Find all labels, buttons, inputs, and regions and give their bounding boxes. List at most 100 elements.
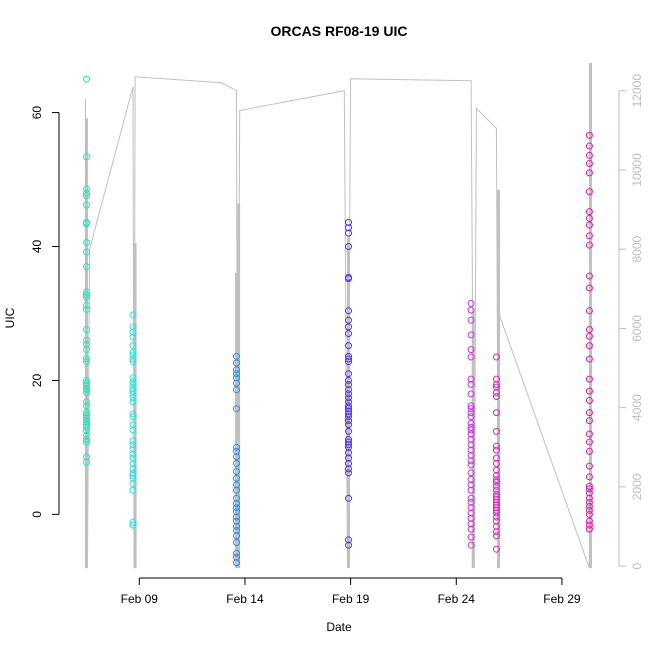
data-point: [492, 522, 500, 530]
data-point: [129, 469, 137, 477]
data-point: [129, 486, 137, 494]
data-point: [585, 473, 593, 481]
data-point: [492, 498, 500, 506]
data-point: [585, 447, 593, 455]
data-point: [82, 238, 90, 246]
data-point: [345, 413, 353, 421]
data-point: [129, 480, 137, 488]
data-point: [492, 383, 500, 391]
data-point: [585, 409, 593, 417]
data-point: [345, 536, 353, 544]
data-point: [492, 490, 500, 498]
altitude-trace-layer: [84, 62, 592, 569]
data-point: [585, 151, 593, 159]
data-point: [82, 340, 90, 348]
data-point: [345, 394, 353, 402]
x-tick-label: Feb 14: [226, 592, 264, 606]
data-point: [467, 514, 475, 522]
data-point: [82, 382, 90, 390]
data-point: [345, 352, 353, 360]
x-tick-label: Feb 09: [121, 592, 159, 606]
data-point: [82, 438, 90, 446]
data-point: [585, 521, 593, 529]
data-point: [585, 342, 593, 350]
data-point: [345, 421, 353, 429]
data-point: [345, 243, 353, 251]
y-tick-label: 40: [30, 240, 44, 254]
data-point: [129, 454, 137, 462]
data-point: [82, 416, 90, 424]
data-point: [345, 386, 353, 394]
data-point: [585, 208, 593, 216]
data-point: [129, 421, 137, 429]
data-point: [492, 466, 500, 474]
axes-layer: Feb 09 Feb 14 Feb 19 Feb 24 Feb 29 0 20 40 60 0 20…: [30, 74, 644, 606]
data-point: [82, 379, 90, 387]
data-point: [233, 379, 241, 387]
series-feb-24: [467, 299, 475, 549]
data-point: [129, 441, 137, 449]
data-point: [467, 353, 475, 361]
x-axis-title: Date: [326, 620, 352, 634]
data-point: [467, 380, 475, 388]
data-point: [129, 333, 137, 341]
y-axis-title: UIC: [3, 307, 17, 328]
data-point: [345, 402, 353, 410]
data-point: [492, 388, 500, 396]
data-point: [129, 374, 137, 382]
data-point: [345, 330, 353, 338]
data-point: [492, 446, 500, 454]
series-feb-18: [345, 218, 353, 549]
data-point: [585, 438, 593, 446]
x-tick-label: Feb 19: [332, 592, 370, 606]
y2-tick-label: 12000: [630, 74, 644, 108]
data-point: [129, 387, 137, 395]
data-point: [585, 485, 593, 493]
y2-tick-label: 6000: [630, 315, 644, 342]
data-point: [467, 461, 475, 469]
data-point: [345, 438, 353, 446]
data-point: [345, 358, 353, 366]
data-point: [345, 443, 353, 451]
data-point: [345, 376, 353, 384]
data-point: [492, 486, 500, 494]
data-point: [82, 414, 90, 422]
data-point: [467, 525, 475, 533]
data-point: [492, 496, 500, 504]
data-point: [585, 417, 593, 425]
data-point: [467, 504, 475, 512]
data-point: [129, 521, 137, 529]
data-point: [492, 532, 500, 540]
data-point: [492, 517, 500, 525]
data-point: [129, 311, 137, 319]
data-point: [233, 453, 241, 461]
data-point: [82, 427, 90, 435]
data-point: [82, 248, 90, 256]
data-point: [82, 458, 90, 466]
data-point: [82, 336, 90, 344]
data-point: [585, 214, 593, 222]
data-point: [233, 374, 241, 382]
data-point: [492, 427, 500, 435]
data-point: [585, 221, 593, 229]
data-point: [82, 423, 90, 431]
data-point: [345, 229, 353, 237]
data-point: [345, 465, 353, 473]
data-point: [585, 462, 593, 470]
data-point: [82, 293, 90, 301]
data-point: [233, 405, 241, 413]
data-point: [585, 142, 593, 150]
data-point: [129, 398, 137, 406]
y2-tick-label: 10000: [630, 153, 644, 187]
data-point: [233, 447, 241, 455]
data-point: [233, 553, 241, 561]
y2-tick-label: 2000: [630, 473, 644, 500]
data-point: [345, 218, 353, 226]
data-point: [129, 391, 137, 399]
y-tick-label: 20: [30, 373, 44, 387]
data-point: [82, 453, 90, 461]
data-point: [585, 506, 593, 514]
y2-tick-label: 4000: [630, 394, 644, 421]
data-point: [129, 437, 137, 445]
data-point: [467, 441, 475, 449]
